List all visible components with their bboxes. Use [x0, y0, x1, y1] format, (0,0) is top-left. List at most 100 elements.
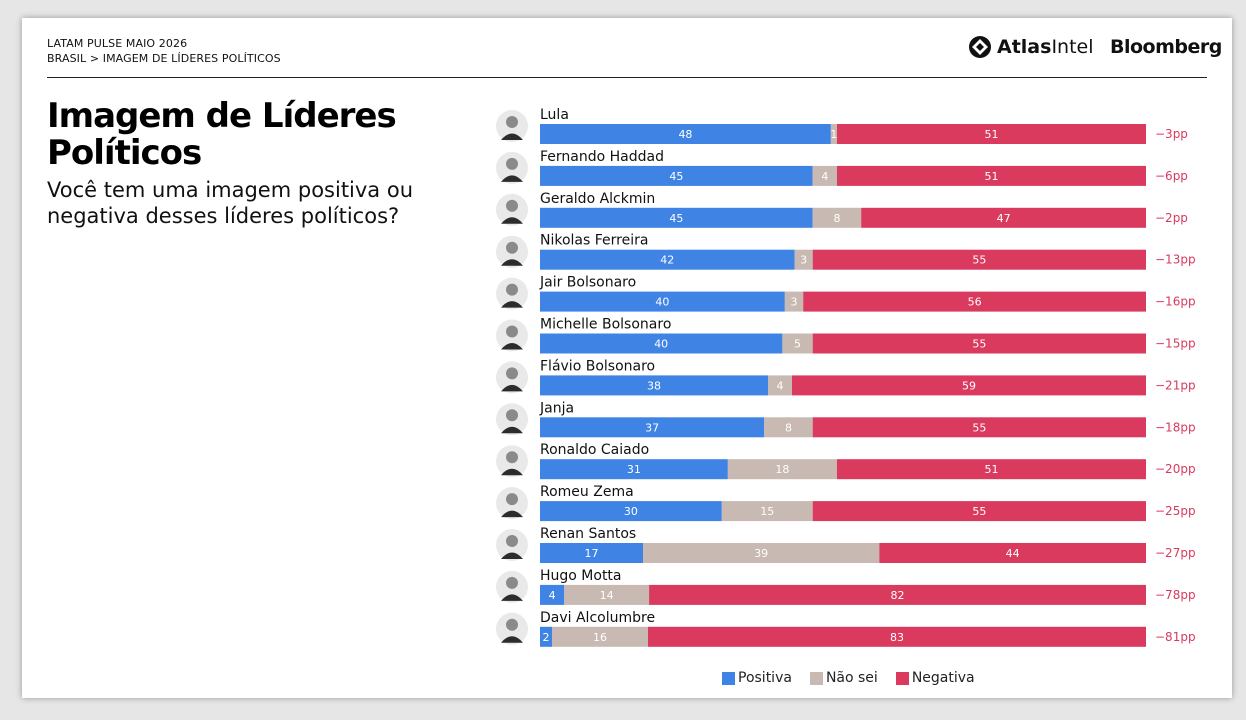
data-label-nao-sei: 3 [800, 254, 807, 267]
bar-nao-sei [768, 375, 792, 396]
avatar-body [501, 343, 523, 350]
data-label-nao-sei: 3 [791, 296, 798, 309]
avatar-body [501, 426, 523, 434]
data-label-positiva: 38 [647, 379, 661, 392]
avatar-body [501, 133, 523, 140]
bar-negativa [836, 124, 1146, 144]
avatar [496, 570, 528, 603]
bar-negativa [803, 291, 1146, 312]
avatar [496, 319, 528, 352]
bar-nao-sei [552, 626, 648, 647]
category-label: Michelle Bolsonaro [540, 317, 671, 333]
avatar-head [506, 283, 518, 296]
category-label: Janja [539, 400, 574, 416]
avatar-body [501, 468, 523, 476]
data-label-negativa: 83 [890, 631, 904, 644]
bar-positiva [540, 165, 813, 186]
chart-row-fernando-haddad: Fernando Haddad 45 4 51 −6pp [496, 149, 1188, 186]
category-label: Flávio Bolsonaro [540, 358, 655, 374]
bar-positiva [540, 291, 785, 312]
bar-nao-sei [721, 501, 813, 522]
legend-label-negativa: Negativa [911, 670, 975, 686]
avatar [496, 110, 528, 142]
data-label-nao-sei: 4 [777, 379, 784, 392]
report-series: LATAM PULSE MAIO 2026 [47, 37, 188, 50]
breadcrumb: BRASIL > IMAGEM DE LÍDERES POLÍTICOS [47, 52, 281, 65]
legend-item-negativa: Negativa [895, 670, 975, 686]
chart-row-davi-alcolumbre: Davi Alcolumbre 2 16 83 −81pp [496, 610, 1196, 647]
legend-item-positiva: Positiva [722, 670, 792, 686]
category-label: Ronaldo Caiado [540, 442, 649, 458]
page-title: Imagem de Líderes Políticos [47, 96, 397, 173]
bar-negativa [812, 249, 1146, 270]
bar-nao-sei [830, 124, 837, 144]
bar-positiva [540, 207, 813, 228]
bar-positiva [540, 333, 783, 354]
data-label-negativa: 55 [972, 505, 986, 518]
category-label: Geraldo Alckmin [540, 191, 655, 207]
chart-row-ronaldo-caiado: Ronaldo Caiado 31 18 51 −20pp [496, 442, 1196, 480]
avatar-body [501, 175, 523, 182]
data-label-positiva: 45 [669, 170, 683, 183]
avatar-head [506, 409, 518, 422]
data-label-nao-sei: 39 [754, 547, 768, 560]
net-label: −20pp [1155, 462, 1196, 476]
bloomberg-logo: Bloomberg [1110, 36, 1222, 58]
avatar [496, 487, 528, 520]
category-label: Romeu Zema [540, 484, 634, 500]
data-label-positiva: 4 [549, 589, 556, 602]
avatar-body [501, 259, 523, 266]
bar-nao-sei [794, 249, 813, 270]
header-divider [47, 77, 1207, 78]
bar-negativa [812, 417, 1146, 438]
data-label-nao-sei: 18 [775, 463, 789, 476]
category-label: Hugo Motta [540, 568, 622, 584]
chart-row-jair-bolsonaro: Jair Bolsonaro 40 3 56 −16pp [496, 275, 1196, 312]
bar-positiva [540, 417, 765, 438]
data-label-negativa: 82 [891, 589, 905, 602]
bar-nao-sei [564, 584, 650, 605]
data-label-nao-sei: 14 [600, 589, 614, 602]
bar-nao-sei [812, 165, 837, 186]
net-label: −16pp [1155, 295, 1196, 309]
category-label: Nikolas Ferreira [540, 233, 648, 249]
data-label-positiva: 40 [654, 338, 668, 351]
net-label: −78pp [1155, 588, 1196, 602]
bar-negativa [649, 584, 1146, 605]
avatar-head [506, 325, 518, 338]
data-label-nao-sei: 8 [833, 212, 840, 225]
net-label: −21pp [1155, 378, 1196, 392]
data-label-negativa: 55 [972, 254, 986, 267]
bar-negativa [812, 501, 1146, 522]
bar-positiva [540, 124, 831, 144]
avatar-body [501, 636, 523, 643]
data-label-negativa: 44 [1006, 547, 1020, 560]
avatar-head [506, 241, 518, 254]
avatar-head [506, 116, 518, 128]
chart-row-flavio-bolsonaro: Flávio Bolsonaro 38 4 59 −21pp [496, 358, 1196, 396]
net-label: −2pp [1155, 211, 1188, 225]
data-label-positiva: 17 [585, 547, 599, 560]
category-label: Renan Santos [540, 526, 636, 542]
data-label-negativa: 59 [962, 379, 976, 392]
category-label: Jair Bolsonaro [539, 275, 636, 291]
page-subtitle: Você tem uma imagem positiva ou negativa… [47, 178, 414, 228]
category-label: Davi Alcolumbre [540, 610, 655, 626]
chart-row-hugo-motta: Hugo Motta 4 14 82 −78pp [496, 568, 1196, 605]
chart-row-lula: Lula 48 1 51 −3pp [496, 107, 1188, 144]
data-label-positiva: 48 [678, 128, 692, 141]
bar-nao-sei [727, 459, 837, 480]
data-label-negativa: 51 [984, 170, 998, 183]
legend-swatch-negativa [895, 671, 909, 685]
avatar-head [506, 493, 518, 506]
bar-positiva [540, 249, 795, 270]
net-label: −3pp [1155, 127, 1188, 141]
data-label-positiva: 37 [645, 421, 659, 434]
net-label: −6pp [1155, 169, 1188, 183]
avatar [496, 235, 528, 268]
report-header: LATAM PULSE MAIO 2026 BRASIL > IMAGEM DE… [47, 36, 281, 66]
net-label: −27pp [1155, 546, 1196, 560]
chart-row-geraldo-alckmin: Geraldo Alckmin 45 8 47 −2pp [496, 191, 1188, 228]
